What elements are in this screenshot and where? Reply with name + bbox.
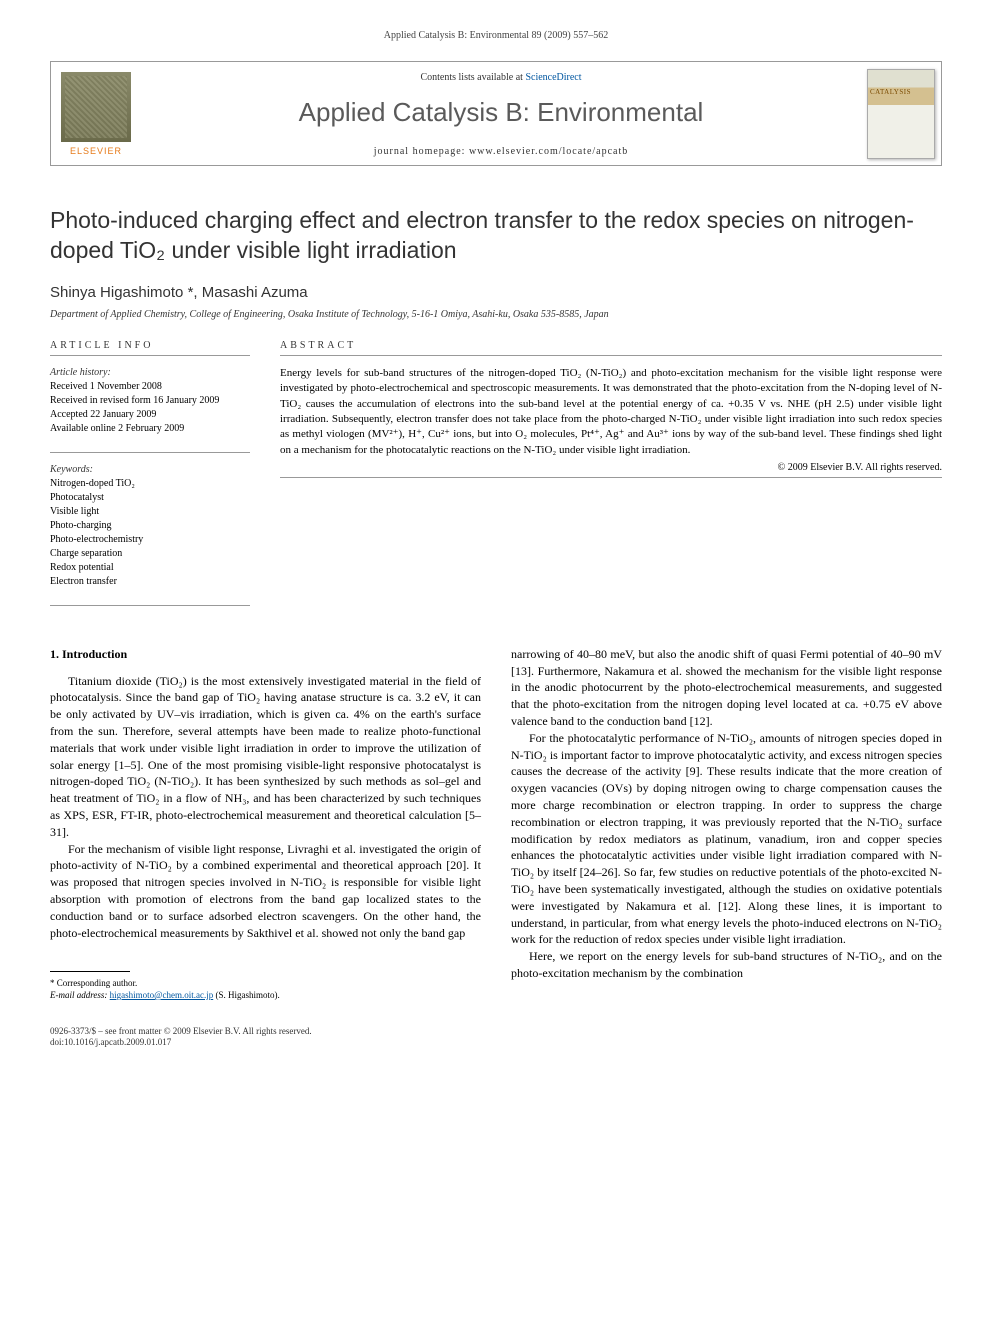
article-info: ARTICLE INFO Article history: Received 1…: [50, 340, 250, 616]
journal-cover: CATALYSIS: [861, 62, 941, 165]
keyword: Electron transfer: [50, 575, 250, 589]
keywords-label: Keywords:: [50, 463, 250, 477]
history-item: Received 1 November 2008: [50, 380, 250, 394]
section-heading: 1. Introduction: [50, 646, 481, 663]
keyword: Redox potential: [50, 561, 250, 575]
body-paragraph: For the photocatalytic performance of N-…: [511, 730, 942, 948]
sciencedirect-link[interactable]: ScienceDirect: [525, 72, 581, 83]
journal-header: ELSEVIER Contents lists available at Sci…: [50, 61, 942, 166]
history-item: Available online 2 February 2009: [50, 422, 250, 436]
left-column: 1. Introduction Titanium dioxide (TiO₂) …: [50, 646, 481, 1049]
header-center: Contents lists available at ScienceDirec…: [141, 62, 861, 165]
keyword: Charge separation: [50, 547, 250, 561]
history-item: Accepted 22 January 2009: [50, 408, 250, 422]
divider: [280, 355, 942, 356]
homepage-url[interactable]: www.elsevier.com/locate/apcatb: [469, 146, 628, 157]
divider: [50, 605, 250, 606]
homepage-prefix: journal homepage:: [374, 146, 469, 157]
doi-line: doi:10.1016/j.apcatb.2009.01.017: [50, 1037, 481, 1049]
keyword: Photo-charging: [50, 519, 250, 533]
contents-prefix: Contents lists available at: [420, 72, 525, 83]
history-item: Received in revised form 16 January 2009: [50, 394, 250, 408]
body-paragraph: Titanium dioxide (TiO₂) is the most exte…: [50, 673, 481, 841]
cover-thumbnail-icon: CATALYSIS: [867, 69, 935, 159]
cover-title: CATALYSIS: [870, 88, 911, 96]
publisher-logo: ELSEVIER: [51, 62, 141, 165]
keywords-block: Keywords: Nitrogen-doped TiO₂ Photocatal…: [50, 463, 250, 589]
body-paragraph: narrowing of 40–80 meV, but also the ano…: [511, 646, 942, 730]
email-label: E-mail address:: [50, 990, 110, 1000]
page-footer: 0926-3373/$ – see front matter © 2009 El…: [50, 1026, 481, 1049]
corresponding-author: * Corresponding author.: [50, 978, 481, 990]
abstract-heading: ABSTRACT: [280, 340, 942, 351]
affiliation: Department of Applied Chemistry, College…: [50, 309, 942, 320]
body-paragraph: For the mechanism of visible light respo…: [50, 841, 481, 942]
issn-line: 0926-3373/$ – see front matter © 2009 El…: [50, 1026, 481, 1038]
abstract-text: Energy levels for sub-band structures of…: [280, 366, 942, 458]
abstract: ABSTRACT Energy levels for sub-band stru…: [280, 340, 942, 616]
email-suffix: (S. Higashimoto).: [213, 990, 280, 1000]
elsevier-tree-icon: [61, 72, 131, 142]
body-columns: 1. Introduction Titanium dioxide (TiO₂) …: [50, 646, 942, 1049]
email-link[interactable]: higashimoto@chem.oit.ac.jp: [110, 990, 214, 1000]
keyword: Nitrogen-doped TiO₂: [50, 477, 250, 491]
authors: Shinya Higashimoto *, Masashi Azuma: [50, 284, 942, 301]
article-title: Photo-induced charging effect and electr…: [50, 206, 942, 266]
divider: [280, 477, 942, 478]
running-head: Applied Catalysis B: Environmental 89 (2…: [50, 30, 942, 41]
email-line: E-mail address: higashimoto@chem.oit.ac.…: [50, 990, 481, 1002]
divider: [50, 355, 250, 356]
info-heading: ARTICLE INFO: [50, 340, 250, 351]
divider: [50, 452, 250, 453]
history-label: Article history:: [50, 366, 250, 380]
copyright: © 2009 Elsevier B.V. All rights reserved…: [280, 462, 942, 473]
contents-line: Contents lists available at ScienceDirec…: [151, 72, 851, 83]
homepage-line: journal homepage: www.elsevier.com/locat…: [151, 146, 851, 157]
article-history: Article history: Received 1 November 200…: [50, 366, 250, 436]
publisher-name: ELSEVIER: [70, 146, 122, 156]
keyword: Visible light: [50, 505, 250, 519]
journal-name: Applied Catalysis B: Environmental: [151, 97, 851, 128]
right-column: narrowing of 40–80 meV, but also the ano…: [511, 646, 942, 1049]
footnote: * Corresponding author. E-mail address: …: [50, 978, 481, 1001]
keyword: Photo-electrochemistry: [50, 533, 250, 547]
keyword: Photocatalyst: [50, 491, 250, 505]
body-paragraph: Here, we report on the energy levels for…: [511, 948, 942, 982]
footnote-rule: [50, 971, 130, 972]
